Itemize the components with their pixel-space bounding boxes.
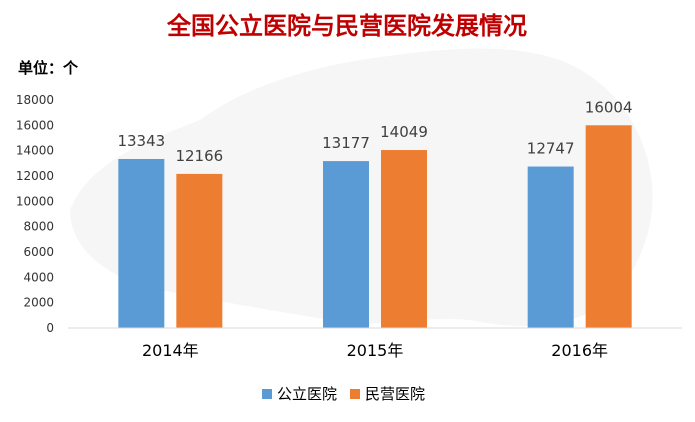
y-tick-label: 12000 — [16, 169, 54, 183]
bar-public-1 — [118, 158, 165, 328]
bar-private-1 — [176, 173, 223, 328]
y-tick-label: 2000 — [23, 296, 54, 310]
y-tick-label: 4000 — [23, 270, 54, 284]
bar-private-2 — [381, 150, 427, 328]
data-label: 16004 — [585, 98, 633, 116]
x-axis: 2014年 2015年 2016年 — [68, 327, 682, 360]
data-labels: 13343 12166 13177 14049 12747 16004 — [117, 98, 632, 165]
bar-private-3 — [585, 125, 632, 328]
y-tick-label: 16000 — [16, 118, 54, 132]
data-label: 14049 — [380, 123, 428, 141]
bar-public-3 — [527, 166, 574, 328]
legend-label-public: 公立医院 — [277, 385, 337, 403]
chart-title: 全国公立医院与民营医院发展情况 — [166, 11, 527, 40]
data-label: 12166 — [175, 147, 223, 165]
legend-label-private: 民营医院 — [365, 385, 425, 403]
y-axis: 0 2000 4000 6000 8000 10000 12000 14000 16000 180… — [16, 93, 54, 335]
legend-swatch-private — [350, 389, 360, 399]
y-tick-label: 0 — [46, 321, 54, 335]
legend: 公立医院 民营医院 — [262, 385, 425, 403]
y-tick-label: 14000 — [16, 144, 54, 158]
legend-swatch-public — [262, 389, 272, 399]
data-label: 13177 — [322, 134, 370, 152]
bar-public-2 — [323, 161, 369, 328]
bar-series — [118, 125, 632, 328]
x-tick-label: 2014年 — [142, 341, 199, 360]
y-tick-label: 8000 — [23, 220, 54, 234]
x-tick-label: 2016年 — [551, 341, 608, 360]
data-label: 12747 — [527, 140, 575, 158]
unit-label: 单位：个 — [18, 59, 79, 77]
y-tick-label: 10000 — [16, 194, 54, 208]
y-tick-label: 18000 — [16, 93, 54, 107]
y-tick-label: 6000 — [23, 245, 54, 259]
x-tick-label: 2015年 — [347, 341, 404, 360]
data-label: 13343 — [117, 132, 165, 150]
